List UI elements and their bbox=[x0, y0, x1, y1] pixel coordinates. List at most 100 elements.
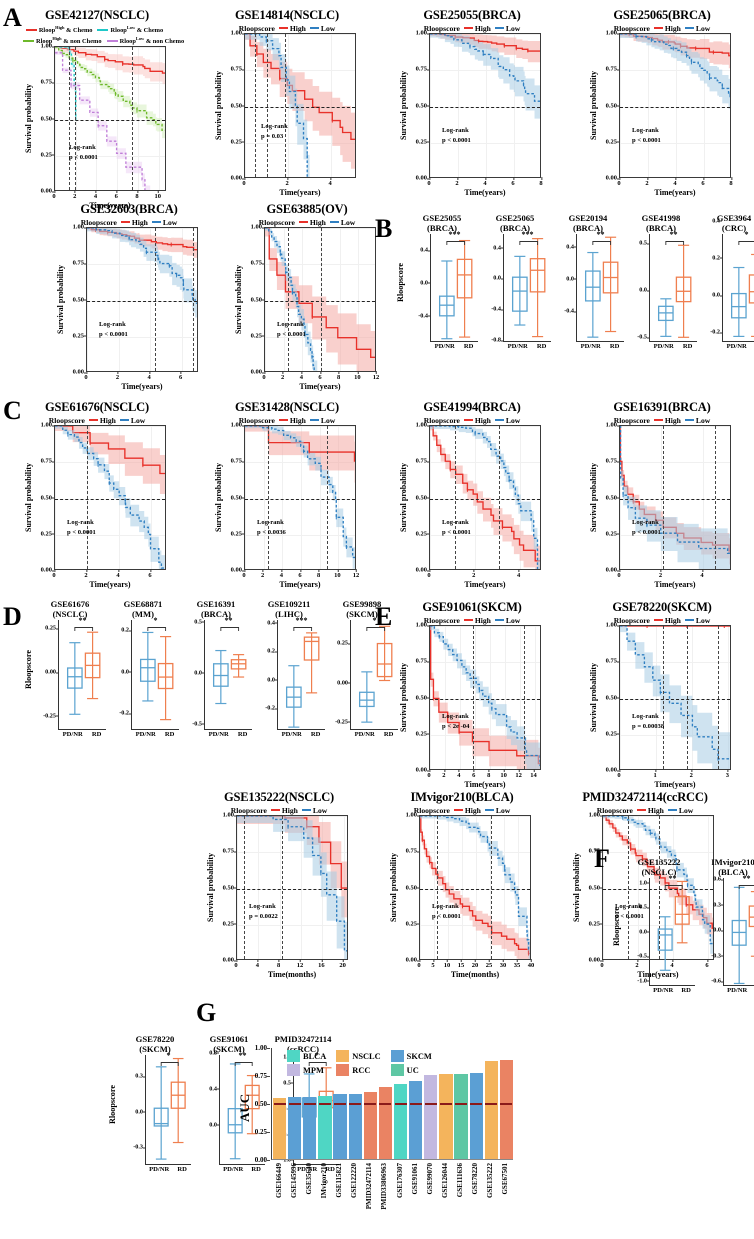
km-title: GSE135222(NSCLC) bbox=[223, 790, 334, 804]
legend-color-key-low bbox=[494, 419, 504, 422]
km-plot-area: Survival probability 0.00 0.25 0.50 0.75 1.00… bbox=[398, 30, 546, 182]
x-axis: 0 2 4 6 8 Time(years) bbox=[617, 177, 733, 197]
x-tick-label: 0 bbox=[617, 769, 621, 779]
gridline-horizontal bbox=[87, 228, 197, 229]
auc-reference-line bbox=[364, 1102, 377, 1106]
group-label-pd: PD/NR bbox=[297, 1165, 318, 1173]
x-axis: 0 2 4 Time(years) bbox=[427, 569, 541, 589]
km-legend-item: RloopLow & Chemo bbox=[97, 25, 163, 35]
km-legend-item-low: Low bbox=[484, 806, 510, 815]
gridline-vertical bbox=[661, 426, 663, 569]
boxplot-shapes bbox=[731, 886, 754, 984]
y-tick-label: 0.00 bbox=[40, 566, 55, 574]
auc-bar bbox=[439, 1073, 453, 1159]
gridline-vertical bbox=[118, 228, 120, 371]
auc-legend-label: UC bbox=[406, 1065, 419, 1075]
median-line-vertical bbox=[717, 626, 719, 769]
legend-color-key-high bbox=[463, 27, 473, 30]
km-legend-label-high: High bbox=[281, 806, 298, 815]
y-tick-label: 0.00 bbox=[72, 368, 87, 376]
x-tick-label: 20 bbox=[471, 959, 479, 969]
panel-letter-G: G bbox=[196, 998, 217, 1027]
km-plot-box: Log-rank p < 0.0001 bbox=[429, 425, 541, 570]
y-tick-label: 0.50 bbox=[415, 102, 430, 109]
boxplot-canvas: *** bbox=[277, 616, 325, 730]
gridline-horizontal bbox=[620, 462, 730, 464]
auc-y-tick-label: 0.75 bbox=[239, 1072, 270, 1080]
significance-bracket bbox=[592, 240, 612, 245]
group-label-pd: PD/NR bbox=[653, 986, 674, 994]
boxplot-canvas: * bbox=[722, 230, 754, 342]
y-tick-label: 0.25 bbox=[415, 530, 430, 538]
x-axis-label: Time(years) bbox=[121, 382, 163, 391]
y-tick-label: 0.25 bbox=[40, 151, 55, 159]
confidence-band bbox=[265, 228, 375, 371]
logrank-label: Log-rank bbox=[632, 519, 659, 526]
y-axis-label: Survival probability bbox=[399, 663, 408, 732]
y-tick-label: 0.75 bbox=[405, 847, 420, 855]
km-legend-label-high: High bbox=[474, 416, 491, 425]
legend-color-key-high bbox=[463, 419, 473, 422]
legend-color-key-high bbox=[120, 221, 130, 224]
gridline-vertical bbox=[319, 426, 321, 569]
boxplot-shapes bbox=[730, 253, 754, 337]
auc-legend-label: RCC bbox=[352, 1065, 371, 1075]
x-axis: 0 1 2 3 Time(years) bbox=[617, 769, 731, 789]
y-tick-label: 0.75 bbox=[40, 78, 55, 86]
boxplot-y-tick-label: 0.0 bbox=[121, 668, 131, 676]
group-label-rd: RD bbox=[91, 730, 102, 738]
auc-reference-line bbox=[394, 1102, 407, 1106]
boxplot-y-tick-label: -0.4 bbox=[491, 305, 503, 313]
km-legend-item-high: High bbox=[463, 24, 491, 33]
km-curve-high bbox=[420, 816, 530, 955]
km-plot-box: Log-rank p < 0.0001 bbox=[264, 227, 376, 372]
logrank-label: Log-rank bbox=[615, 903, 642, 910]
y-axis-label: Survival probability bbox=[572, 853, 581, 922]
box-pd bbox=[285, 664, 302, 728]
km-panel-GSE78220SKCM: GSE78220(SKCM) Rloopscore High Low Survival … bbox=[588, 600, 736, 789]
boxplot-y-tick-label: 0.4 bbox=[566, 243, 576, 251]
median-line-horizontal bbox=[430, 698, 540, 700]
group-label-pd: PD/NR bbox=[434, 342, 455, 350]
y-tick-label: 1.00 bbox=[40, 42, 55, 50]
box-pd bbox=[66, 641, 83, 715]
boxplot-y-tick-label: -0.2 bbox=[265, 704, 277, 712]
boxplot-y-ticks: -0.5 0.0 0.5 bbox=[625, 234, 649, 342]
boxplot-canvas: ** bbox=[649, 230, 697, 342]
boxplot-group: Rloopscore GSE61676 (NSCLC) -0.25 0.00 0.25 **… bbox=[24, 599, 398, 738]
gridline-vertical bbox=[265, 228, 266, 371]
km-panel-GSE31428NSCLC: GSE31428(NSCLC) Rloopscore High Low Survival… bbox=[213, 400, 361, 589]
boxplot-title: GSE78220 (SKCM) bbox=[119, 1034, 191, 1055]
km-legend-label-high: High bbox=[289, 24, 306, 33]
km-curve-high bbox=[245, 34, 355, 140]
median-line-horizontal bbox=[265, 300, 375, 302]
km-title: GSE25055(BRCA) bbox=[423, 8, 521, 22]
y-tick-column: 0.00 0.25 0.50 0.75 1.00 bbox=[66, 224, 87, 376]
legend-color-key-high bbox=[278, 419, 288, 422]
gridline-horizontal bbox=[430, 662, 540, 664]
boxplot-y-tick-label: 0.0 bbox=[420, 279, 430, 287]
auc-x-tick-label: GSE135222 bbox=[486, 1163, 495, 1199]
significance-bracket bbox=[220, 626, 240, 631]
boxplot-title-line2: (LIHC) bbox=[275, 608, 303, 619]
gridline-horizontal bbox=[55, 426, 165, 427]
gridline-vertical bbox=[430, 34, 431, 177]
km-legend-item-high: High bbox=[653, 416, 681, 425]
median-line-vertical bbox=[69, 47, 70, 191]
boxplot-y-tick-label: 0.0 bbox=[639, 928, 649, 936]
x-tick-label: 0 bbox=[617, 177, 621, 187]
y-tick-label: 0.75 bbox=[230, 457, 245, 465]
group-label-pd: PD/NR bbox=[354, 730, 375, 738]
gridline-horizontal bbox=[603, 852, 713, 854]
km-legend: Rloopscore High Low bbox=[233, 218, 381, 227]
gridline-vertical bbox=[151, 426, 152, 569]
legend-color-key-low bbox=[494, 27, 504, 30]
logrank-pvalue: p < 0.0001 bbox=[69, 153, 98, 161]
y-tick-label: 0.75 bbox=[605, 65, 620, 73]
y-tick-label: 1.00 bbox=[415, 621, 430, 629]
logrank-pvalue: p < 0.0001 bbox=[632, 136, 661, 144]
gridline-horizontal bbox=[620, 34, 730, 35]
